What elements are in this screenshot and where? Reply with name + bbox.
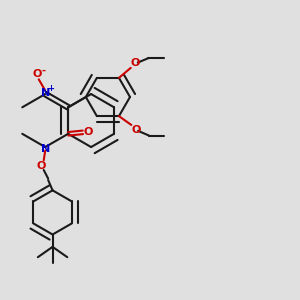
Text: N: N	[41, 143, 50, 154]
Text: O: O	[132, 125, 141, 135]
Text: O: O	[131, 58, 140, 68]
Text: O: O	[83, 127, 93, 137]
Text: O: O	[33, 69, 42, 79]
Text: O: O	[36, 161, 46, 171]
Text: N: N	[40, 88, 50, 98]
Text: -: -	[41, 66, 45, 76]
Text: +: +	[47, 84, 54, 93]
